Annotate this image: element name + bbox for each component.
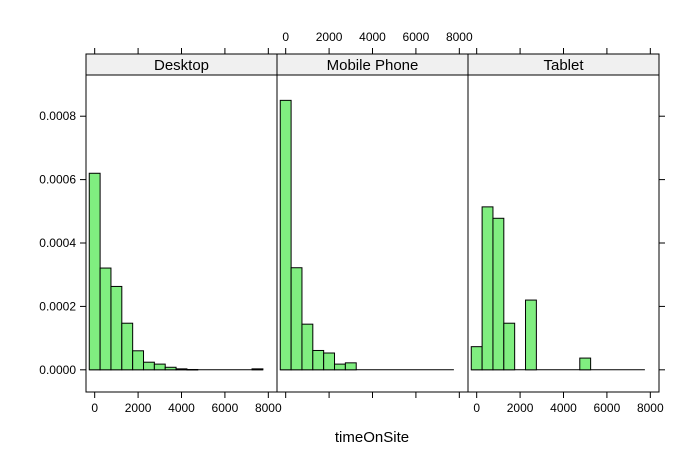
bar-desktop-5 bbox=[143, 361, 155, 371]
bar-desktop-4 bbox=[132, 350, 145, 371]
x-tick-label-mobile-phone-3: 6000 bbox=[403, 30, 430, 44]
x-tick-label-tablet-1: 2000 bbox=[507, 401, 534, 415]
strip-label-tablet: Tablet bbox=[543, 57, 584, 74]
bar-mobile-phone-4 bbox=[323, 352, 336, 371]
bar-desktop-6 bbox=[153, 363, 166, 371]
plot-layer: Desktop 0 2000 4000 6000 8000 Mobile Phone 0 200… bbox=[39, 30, 665, 415]
bar-tablet-10 bbox=[579, 357, 592, 371]
x-tick-label-desktop-2: 4000 bbox=[168, 401, 195, 415]
bar-tablet-3 bbox=[503, 322, 516, 371]
x-axis-title: timeOnSite bbox=[335, 429, 409, 446]
x-tick-label-tablet-3: 6000 bbox=[594, 401, 621, 415]
x-tick-label-desktop-0: 0 bbox=[91, 401, 98, 415]
bar-tablet-5 bbox=[525, 299, 537, 371]
bar-desktop-1 bbox=[99, 267, 112, 371]
x-tick-label-desktop-4: 8000 bbox=[255, 401, 282, 415]
x-tick-label-mobile-phone-4: 8000 bbox=[446, 30, 473, 44]
bar-desktop-7 bbox=[164, 366, 177, 371]
x-tick-label-mobile-phone-1: 2000 bbox=[316, 30, 343, 44]
x-tick-label-desktop-1: 2000 bbox=[125, 401, 152, 415]
x-tick-label-mobile-phone-2: 4000 bbox=[359, 30, 386, 44]
bar-mobile-phone-2 bbox=[301, 323, 314, 371]
bar-desktop-9 bbox=[186, 368, 199, 371]
strip-label-desktop: Desktop bbox=[154, 57, 209, 74]
y-tick-label-3: 0.0006 bbox=[39, 173, 76, 187]
x-tick-label-mobile-phone-0: 0 bbox=[282, 30, 289, 44]
bar-mobile-phone-0 bbox=[279, 99, 292, 371]
y-tick-label-1: 0.0002 bbox=[39, 299, 76, 313]
bar-tablet-1 bbox=[481, 206, 494, 371]
y-tick-label-0: 0.0000 bbox=[39, 363, 76, 377]
x-tick-label-tablet-4: 8000 bbox=[637, 401, 664, 415]
y-tick-label-2: 0.0004 bbox=[39, 236, 76, 250]
strip-label-mobile-phone: Mobile Phone bbox=[327, 57, 419, 74]
y-tick-label-4: 0.0008 bbox=[39, 109, 76, 123]
bar-mobile-phone-3 bbox=[312, 349, 325, 371]
bar-tablet-2 bbox=[492, 217, 505, 371]
bar-desktop-8 bbox=[175, 368, 188, 371]
bar-mobile-phone-1 bbox=[290, 267, 303, 371]
bar-mobile-phone-5 bbox=[334, 363, 346, 371]
bar-mobile-phone-6 bbox=[344, 362, 357, 371]
bar-desktop-15 bbox=[251, 368, 264, 371]
bar-tablet-0 bbox=[470, 346, 483, 371]
bar-desktop-2 bbox=[110, 285, 123, 371]
bar-desktop-3 bbox=[121, 322, 134, 371]
x-tick-label-tablet-2: 4000 bbox=[550, 401, 577, 415]
x-tick-label-desktop-3: 6000 bbox=[212, 401, 239, 415]
x-tick-label-tablet-0: 0 bbox=[473, 401, 480, 415]
bar-desktop-0 bbox=[88, 172, 101, 371]
